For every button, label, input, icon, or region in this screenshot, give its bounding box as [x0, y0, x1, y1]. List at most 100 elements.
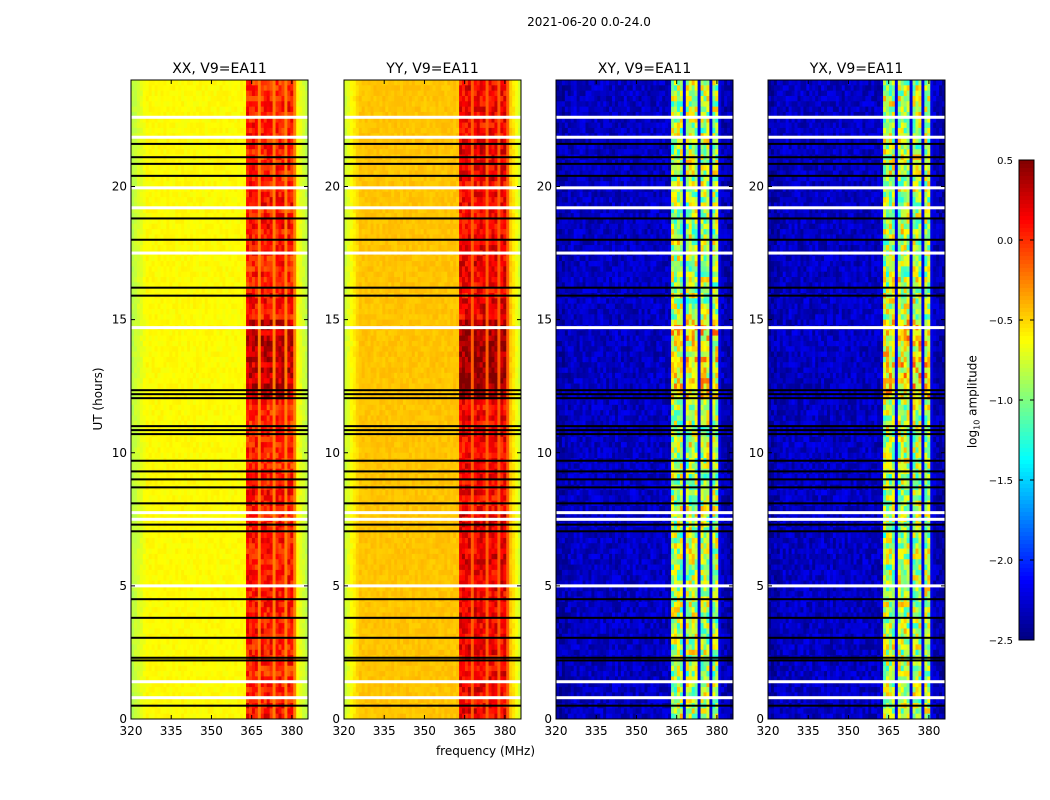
heatmap-cell	[139, 372, 144, 379]
heatmap-cell	[234, 410, 238, 416]
heatmap-cell	[260, 138, 265, 145]
heatmap-cell	[131, 234, 135, 241]
heatmap-cell	[287, 266, 291, 273]
heatmap-cell	[281, 218, 285, 225]
heatmap-cell	[246, 303, 250, 310]
heatmap-cell	[287, 117, 291, 124]
heatmap-cell	[187, 463, 191, 470]
heatmap-cell	[133, 245, 138, 251]
heatmap-cell	[210, 234, 214, 241]
heatmap-cell	[246, 239, 250, 246]
heatmap-cell	[160, 410, 164, 416]
heatmap-cell	[305, 335, 309, 342]
heatmap-cell	[240, 351, 244, 358]
heatmap-cell	[192, 261, 197, 267]
heatmap-cell	[201, 479, 206, 486]
heatmap-cell	[213, 90, 217, 97]
heatmap-cell	[251, 447, 256, 454]
heatmap-cell	[272, 404, 276, 411]
heatmap-cell	[290, 362, 294, 368]
heatmap-cell	[148, 298, 153, 305]
heatmap-cell	[133, 277, 138, 283]
heatmap-cell	[204, 511, 209, 518]
heatmap-cell	[240, 495, 244, 502]
heatmap-cell	[228, 181, 232, 187]
heatmap-cell	[216, 378, 220, 384]
heatmap-cell	[178, 372, 182, 379]
heatmap-cell	[131, 367, 135, 374]
heatmap-cell	[260, 447, 265, 454]
heatmap-cell	[219, 255, 223, 262]
heatmap-cell	[299, 372, 303, 379]
heatmap-cell	[249, 229, 253, 235]
heatmap-cell	[181, 207, 185, 214]
heatmap-cell	[284, 207, 288, 214]
heatmap-cell	[181, 447, 185, 454]
heatmap-cell	[254, 138, 259, 145]
heatmap-cell	[222, 511, 226, 518]
heatmap-cell	[195, 138, 200, 145]
heatmap-cell	[163, 207, 167, 214]
heatmap-cell	[175, 127, 179, 134]
heatmap-cell	[269, 426, 273, 432]
heatmap-cell	[172, 463, 176, 470]
heatmap-cell	[243, 463, 247, 470]
heatmap-cell	[148, 191, 153, 198]
heatmap-cell	[246, 85, 250, 92]
heatmap-cell	[198, 442, 203, 448]
heatmap-cell	[278, 452, 282, 459]
heatmap-cell	[184, 165, 188, 171]
heatmap-cell	[269, 287, 273, 294]
heatmap-cell	[142, 287, 147, 294]
heatmap-cell	[190, 319, 194, 326]
heatmap-cell	[216, 495, 220, 502]
heatmap-cell	[172, 255, 176, 262]
heatmap-cell	[184, 420, 188, 427]
heatmap-cell	[254, 506, 259, 512]
heatmap-cell	[198, 378, 203, 384]
heatmap-cell	[225, 218, 229, 225]
heatmap-cell	[299, 426, 303, 432]
heatmap-cell	[281, 207, 285, 214]
heatmap-cell	[178, 266, 182, 273]
heatmap-cell	[219, 340, 223, 347]
heatmap-cell	[266, 356, 271, 363]
heatmap-cell	[299, 234, 303, 241]
heatmap-cell	[219, 266, 223, 273]
heatmap-cell	[190, 101, 194, 108]
heatmap-cell	[133, 356, 138, 363]
heatmap-cell	[139, 452, 144, 459]
heatmap-cell	[190, 490, 194, 496]
heatmap-cell	[305, 346, 309, 352]
heatmap-cell	[145, 287, 150, 294]
heatmap-cell	[187, 197, 191, 203]
heatmap-cell	[222, 245, 226, 251]
heatmap-cell	[154, 239, 158, 246]
heatmap-cell	[190, 239, 194, 246]
heatmap-cell	[151, 261, 155, 267]
heatmap-cell	[281, 101, 285, 108]
heatmap-cell	[293, 340, 297, 347]
heatmap-cell	[240, 394, 244, 400]
heatmap-cell	[163, 420, 167, 427]
heatmap-cell	[195, 463, 200, 470]
heatmap-cell	[263, 511, 268, 518]
heatmap-cell	[207, 362, 212, 368]
heatmap-cell	[251, 436, 256, 443]
heatmap-cell	[192, 308, 197, 315]
heatmap-cell	[257, 266, 262, 273]
heatmap-cell	[234, 447, 238, 454]
heatmap-cell	[169, 159, 173, 166]
heatmap-cell	[201, 356, 206, 363]
heatmap-cell	[172, 111, 176, 118]
heatmap-cell	[190, 378, 194, 384]
heatmap-cell	[305, 490, 309, 496]
heatmap-cell	[228, 452, 232, 459]
heatmap-cell	[234, 474, 238, 480]
heatmap-cell	[293, 351, 297, 358]
heatmap-cell	[187, 255, 191, 262]
heatmap-cell	[187, 138, 191, 145]
heatmap-cell	[281, 143, 285, 150]
heatmap-cell	[172, 378, 176, 384]
heatmap-cell	[204, 271, 209, 278]
